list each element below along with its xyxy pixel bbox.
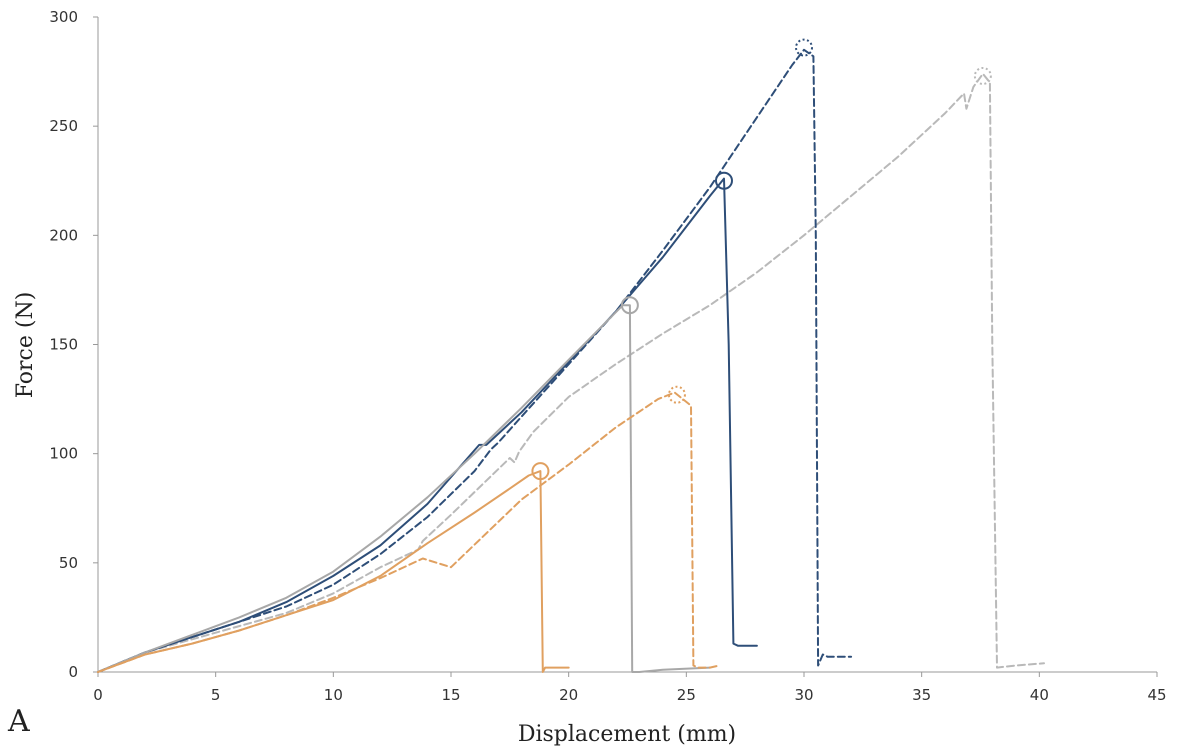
x-axis-ticks: 0 5 10 15 20 25 30 35 40 45 [93,672,1167,704]
failure-marker-5 [795,38,813,57]
x-axis-title: Displacement (mm) [518,722,736,747]
series-line-4 [97,304,711,673]
series-line-2 [97,48,853,673]
failure-marker-6 [973,66,992,85]
x-tick-label: 20 [559,686,578,704]
y-tick-label: 200 [49,226,78,244]
y-axis-ticks: 0 50 100 150 200 250 300 [49,8,98,681]
failure-markers [531,38,992,481]
series-layer [97,48,1045,673]
y-tick-label: 150 [49,336,78,354]
failure-marker-2 [620,296,639,315]
x-tick-label: 15 [441,686,460,704]
failure-marker-3 [714,171,733,190]
x-tick-label: 45 [1147,686,1166,704]
x-tick-label: 10 [324,686,343,704]
series-line-6 [97,470,570,673]
y-axis-title: Force (N) [13,292,38,399]
x-tick-label: 35 [912,686,931,704]
series-line-1 [97,72,1045,673]
x-tick-label: 40 [1030,686,1049,704]
x-tick-label: 0 [93,686,103,704]
panel-label: A [7,704,30,739]
failure-marker-1 [531,462,550,481]
y-tick-label: 250 [49,117,78,135]
axes [97,17,1157,673]
y-tick-label: 100 [49,445,78,463]
x-tick-label: 30 [794,686,813,704]
y-tick-label: 300 [49,8,78,26]
x-tick-label: 5 [211,686,221,704]
failure-marker-4 [667,385,686,404]
y-tick-label: 50 [59,554,78,572]
series-line-3 [97,177,758,673]
y-tick-label: 0 [68,663,78,681]
x-tick-label: 25 [677,686,696,704]
